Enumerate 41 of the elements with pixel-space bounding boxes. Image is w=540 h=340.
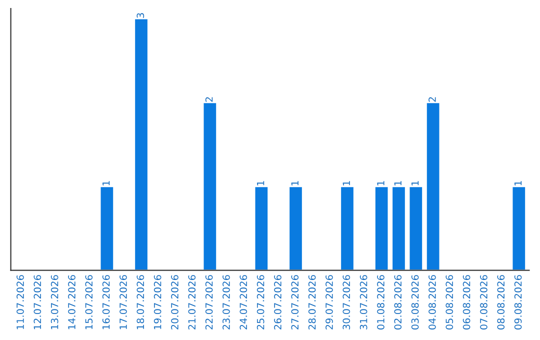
x-tick-label: 04.08.2026 [428, 275, 436, 330]
data-label: 1 [257, 181, 264, 186]
x-tick-label: 20.07.2026 [171, 275, 178, 330]
x-tick-label: 19.07.2026 [154, 275, 162, 330]
x-tick-label: 22.07.2026 [205, 275, 213, 330]
x-tick-label: 16.07.2026 [102, 275, 110, 330]
x-tick-label: 21.07.2026 [188, 275, 196, 330]
data-label: 2 [428, 97, 436, 102]
x-tick-label: 15.07.2026 [85, 275, 93, 330]
x-tick-label: 24.07.2026 [240, 275, 248, 330]
x-tick-label: 25.07.2026 [256, 275, 264, 330]
x-tick-label: 09.08.2026 [514, 275, 522, 330]
x-tick-label: 08.08.2026 [497, 275, 505, 330]
x-tick-label: 07.08.2026 [480, 275, 488, 330]
data-label: 1 [102, 181, 110, 186]
x-tick-label: 26.07.2026 [274, 275, 282, 330]
data-label: 1 [342, 181, 350, 186]
x-tick-label: 18.07.2026 [136, 275, 144, 330]
x-tick-label: 14.07.2026 [68, 275, 76, 330]
x-tick-label: 03.08.2026 [411, 275, 419, 330]
x-tick-label: 28.07.2026 [308, 275, 316, 330]
x-tick-label: 27.07.2026 [291, 275, 299, 330]
data-label: 1 [291, 181, 298, 186]
data-label: 1 [394, 181, 402, 186]
data-label: 1 [412, 181, 419, 186]
x-tick-label: 13.07.2026 [50, 275, 58, 330]
x-tick-label: 31.07.2026 [360, 275, 368, 330]
x-tick-label: 17.07.2026 [120, 275, 127, 330]
x-tick-label: 11.07.2026 [16, 275, 24, 330]
x-tick-label: 12.07.2026 [34, 275, 42, 330]
x-tick-label: 23.07.2026 [222, 275, 230, 330]
x-tick-label: 06.08.2026 [462, 275, 470, 330]
data-label: 2 [205, 97, 213, 102]
x-tick-label: 05.08.2026 [446, 275, 454, 330]
data-label: 1 [377, 181, 384, 186]
data-label: 3 [136, 13, 144, 18]
data-label: 1 [514, 181, 522, 186]
x-tick-label: 30.07.2026 [342, 275, 350, 330]
x-tick-label: 29.07.2026 [326, 275, 333, 330]
x-tick-label: 01.08.2026 [377, 275, 384, 330]
x-tick-label: 02.08.2026 [394, 275, 402, 330]
